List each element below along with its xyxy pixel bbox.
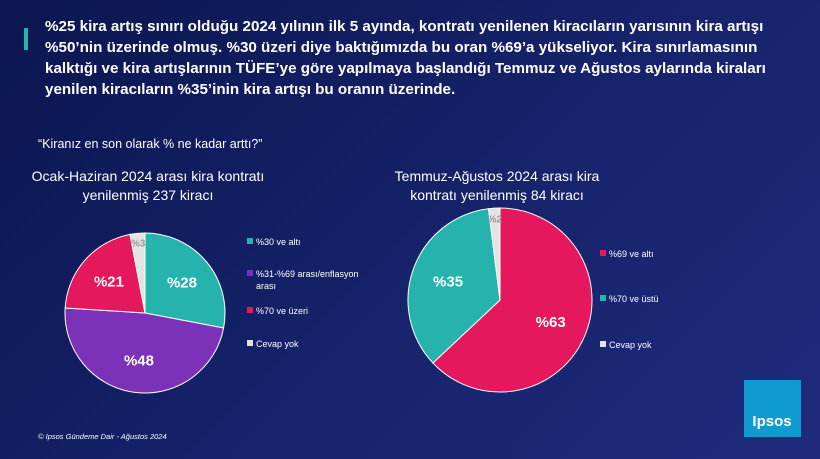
accent-bar — [24, 28, 28, 50]
headline-line: %50’nin üzerinde olmuş. %30 üzeri diye b… — [45, 39, 758, 56]
chart-title: kontratı yenilenmiş 84 kiracı — [410, 187, 584, 203]
value-label: %3 — [131, 238, 146, 249]
value-label: %28 — [167, 274, 197, 291]
footer: © Ipsos Gündeme Dair - Ağustos 2024 — [38, 432, 167, 441]
legend-label: %70 ve üzeri — [256, 306, 309, 316]
pie-slice — [432, 207, 593, 393]
logo-text: Ipsos — [752, 413, 791, 430]
chart-title: Ocak-Haziran 2024 arası kira kontratı — [31, 168, 265, 184]
legend-label: %31-%69 arası/enflasyon arası — [256, 269, 359, 291]
question: “Kiranız en son olarak % ne kadar arttı?… — [38, 137, 263, 151]
value-label: %48 — [124, 353, 154, 370]
legend-label: Cevap yok — [609, 340, 652, 350]
legend-label: %70 ve üstü — [609, 294, 659, 304]
pie-slice — [64, 307, 225, 394]
chart-title: Temmuz-Ağustos 2024 arası kira — [394, 168, 600, 184]
legend-swatch — [247, 340, 253, 346]
pie-slice — [407, 208, 501, 364]
logo-box — [744, 380, 801, 437]
headline-line: kalktığı ve kira artışlarının TÜFE’ye gö… — [45, 60, 766, 77]
legend-label: %69 ve altı — [609, 249, 654, 259]
pie-slice — [64, 233, 146, 314]
legend-swatch — [247, 270, 253, 276]
pie-slice — [487, 207, 501, 301]
headline-line: yenilen kiracıların %35’inin kira artışı… — [45, 81, 456, 98]
legend-swatch — [600, 295, 606, 301]
legend-swatch — [600, 341, 606, 347]
chart-title: yenilenmiş 237 kiracı — [82, 187, 214, 203]
value-label: %21 — [94, 273, 124, 290]
legend-label: %30 ve altı — [256, 237, 301, 247]
pie-slice — [129, 232, 146, 314]
headline-line: %25 kira artış sınırı olduğu 2024 yılını… — [45, 18, 764, 35]
legend-swatch — [247, 307, 253, 313]
pie-slice — [144, 232, 226, 329]
legend-swatch — [600, 250, 606, 256]
value-label: %35 — [433, 273, 463, 290]
value-label: %2 — [488, 214, 503, 225]
value-label: %63 — [536, 314, 566, 331]
legend-label: Cevap yok — [256, 339, 299, 349]
legend-swatch — [247, 238, 253, 244]
